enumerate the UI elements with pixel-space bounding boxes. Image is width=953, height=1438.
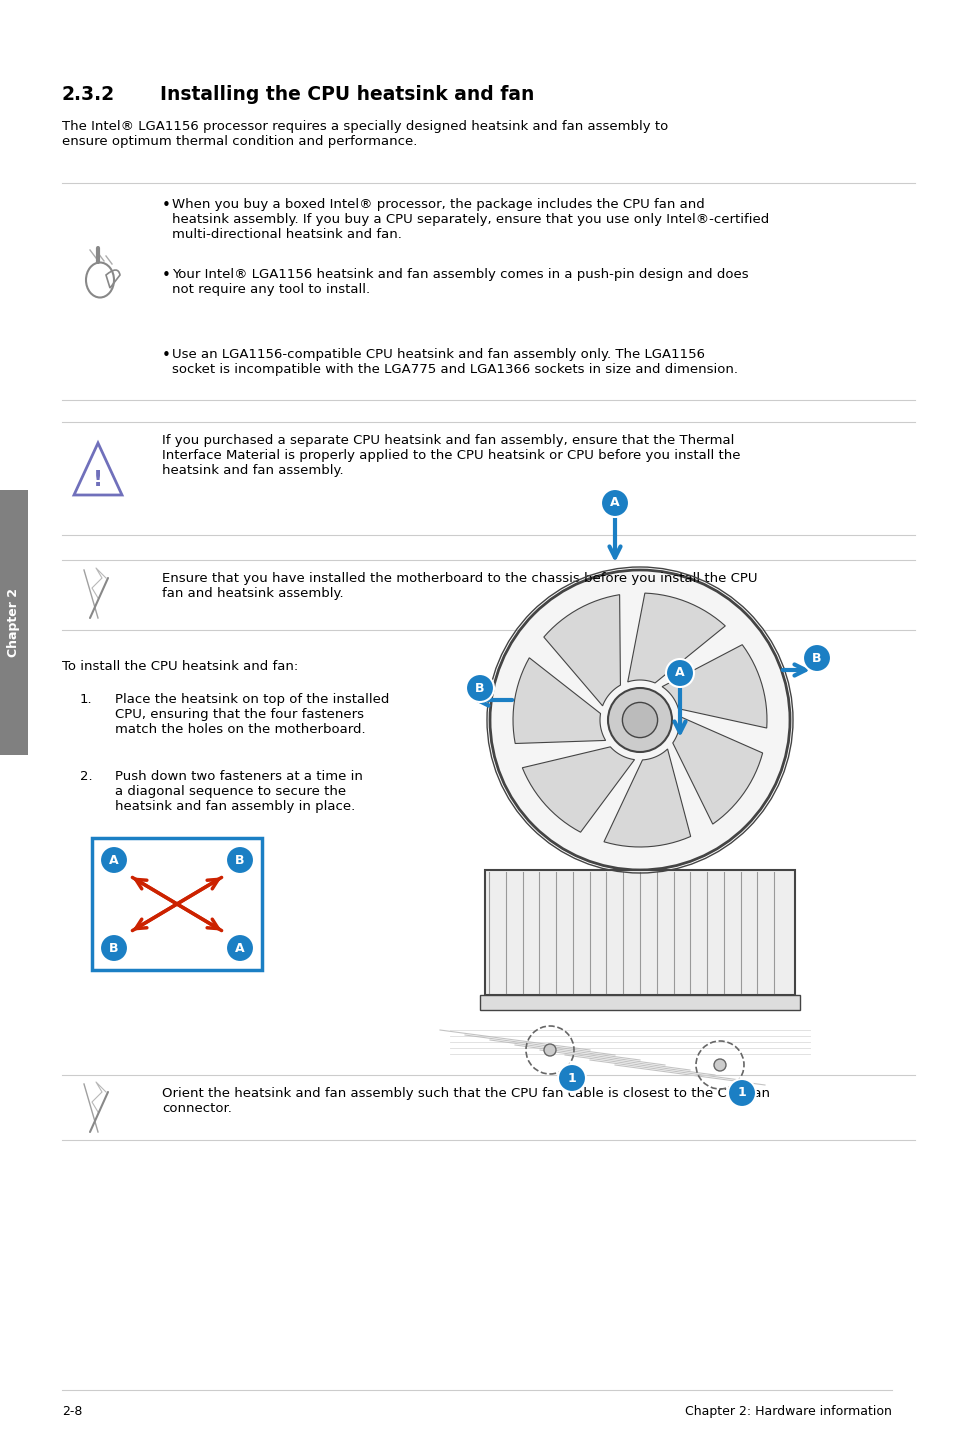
Bar xyxy=(484,870,794,995)
Text: Place the heatsink on top of the installed
CPU, ensuring that the four fasteners: Place the heatsink on top of the install… xyxy=(115,693,389,736)
Text: •: • xyxy=(162,348,171,362)
Circle shape xyxy=(543,1044,556,1055)
Text: A: A xyxy=(235,942,245,955)
Text: B: B xyxy=(475,682,484,695)
Circle shape xyxy=(226,935,253,962)
Text: •: • xyxy=(162,198,171,213)
Text: Ensure that you have installed the motherboard to the chassis before you install: Ensure that you have installed the mothe… xyxy=(162,572,757,600)
Circle shape xyxy=(100,846,128,874)
Polygon shape xyxy=(522,746,634,833)
Text: !: ! xyxy=(92,470,103,490)
Polygon shape xyxy=(627,592,724,683)
Text: A: A xyxy=(675,666,684,680)
Text: If you purchased a separate CPU heatsink and fan assembly, ensure that the Therm: If you purchased a separate CPU heatsink… xyxy=(162,434,740,477)
Text: 1: 1 xyxy=(567,1071,576,1084)
Circle shape xyxy=(607,687,671,752)
Text: The Intel® LGA1156 processor requires a specially designed heatsink and fan asse: The Intel® LGA1156 processor requires a … xyxy=(62,119,667,148)
Text: B: B xyxy=(811,651,821,664)
Text: 1: 1 xyxy=(737,1087,745,1100)
Circle shape xyxy=(802,644,830,672)
Text: B: B xyxy=(110,942,118,955)
Text: 1.: 1. xyxy=(80,693,92,706)
Circle shape xyxy=(600,489,628,518)
Text: Orient the heatsink and fan assembly such that the CPU fan cable is closest to t: Orient the heatsink and fan assembly suc… xyxy=(162,1087,769,1114)
Bar xyxy=(91,838,262,971)
Circle shape xyxy=(558,1064,585,1091)
Polygon shape xyxy=(661,644,766,728)
Text: 2.: 2. xyxy=(80,769,92,784)
Text: Chapter 2: Hardware information: Chapter 2: Hardware information xyxy=(684,1405,891,1418)
Ellipse shape xyxy=(490,569,789,870)
Polygon shape xyxy=(543,595,619,706)
Text: When you buy a boxed Intel® processor, the package includes the CPU fan and
heat: When you buy a boxed Intel® processor, t… xyxy=(172,198,768,242)
Circle shape xyxy=(665,659,693,687)
Text: 2.3.2: 2.3.2 xyxy=(62,85,115,104)
Polygon shape xyxy=(513,657,605,743)
Circle shape xyxy=(713,1058,725,1071)
Polygon shape xyxy=(74,443,122,495)
Text: A: A xyxy=(610,496,619,509)
Text: Use an LGA1156-compatible CPU heatsink and fan assembly only. The LGA1156
socket: Use an LGA1156-compatible CPU heatsink a… xyxy=(172,348,738,375)
Text: 2-8: 2-8 xyxy=(62,1405,82,1418)
Text: Installing the CPU heatsink and fan: Installing the CPU heatsink and fan xyxy=(160,85,534,104)
Text: Chapter 2: Chapter 2 xyxy=(8,588,20,657)
Bar xyxy=(479,995,800,1009)
Bar xyxy=(0,490,28,755)
Polygon shape xyxy=(603,749,690,847)
Text: Your Intel® LGA1156 heatsink and fan assembly comes in a push-pin design and doe: Your Intel® LGA1156 heatsink and fan ass… xyxy=(172,267,748,296)
Text: To install the CPU heatsink and fan:: To install the CPU heatsink and fan: xyxy=(62,660,298,673)
Text: A: A xyxy=(109,854,119,867)
Circle shape xyxy=(621,702,657,738)
Text: •: • xyxy=(162,267,171,283)
Circle shape xyxy=(100,935,128,962)
Circle shape xyxy=(465,674,494,702)
Circle shape xyxy=(727,1078,755,1107)
Polygon shape xyxy=(672,716,761,824)
Circle shape xyxy=(226,846,253,874)
Text: B: B xyxy=(235,854,245,867)
Text: Push down two fasteners at a time in
a diagonal sequence to secure the
heatsink : Push down two fasteners at a time in a d… xyxy=(115,769,362,812)
